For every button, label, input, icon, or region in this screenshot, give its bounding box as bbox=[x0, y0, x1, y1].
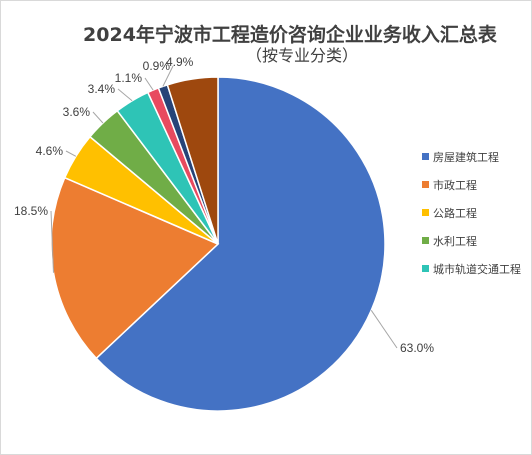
leader-line-3 bbox=[92, 111, 104, 124]
leader-line-1 bbox=[50, 210, 54, 273]
data-label-5: 1.1% bbox=[115, 71, 143, 85]
legend-swatch-4 bbox=[422, 265, 429, 272]
data-label-1: 18.5% bbox=[14, 204, 48, 218]
pie-slice-7 bbox=[166, 76, 219, 245]
legend-swatch-3 bbox=[422, 237, 429, 244]
legend-swatch-2 bbox=[422, 209, 429, 216]
legend-label-0: 房屋建筑工程 bbox=[433, 150, 499, 164]
data-label-0: 63.0% bbox=[400, 341, 434, 355]
leader-line-4 bbox=[117, 88, 133, 102]
legend-label-3: 水利工程 bbox=[433, 235, 477, 248]
legend-label-2: 公路工程 bbox=[433, 207, 477, 220]
leader-line-5 bbox=[144, 77, 154, 91]
data-label-7: 4.9% bbox=[166, 55, 194, 69]
leader-line-2 bbox=[65, 150, 77, 157]
data-label-4: 3.4% bbox=[88, 82, 116, 96]
leader-line-6 bbox=[162, 65, 174, 87]
legend-label-4: 城市轨道交通工程 bbox=[433, 262, 521, 276]
chart-subtitle: （按专业分类） bbox=[245, 46, 358, 65]
data-label-2: 4.6% bbox=[36, 144, 64, 158]
data-label-6: 0.9% bbox=[143, 59, 171, 73]
legend-swatch-1 bbox=[422, 181, 429, 188]
leader-line-0 bbox=[370, 310, 398, 349]
legend-label-1: 市政工程 bbox=[433, 178, 477, 192]
data-label-3: 3.6% bbox=[63, 105, 91, 119]
chart-title: 2024年宁波市工程造价咨询企业业务收入汇总表 bbox=[83, 24, 497, 46]
legend-swatch-0 bbox=[422, 153, 429, 160]
